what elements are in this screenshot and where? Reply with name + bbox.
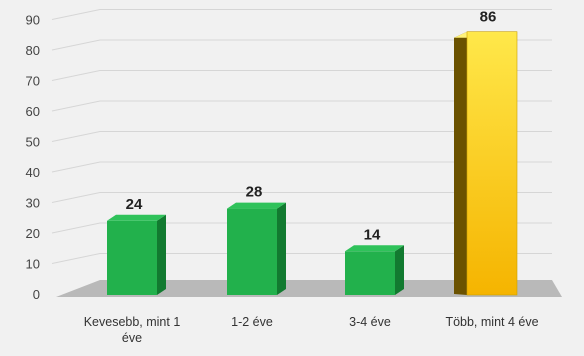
gridline xyxy=(51,192,552,203)
x-tick-label: Kevesebb, mint 1 éve xyxy=(84,315,181,345)
data-label: 14 xyxy=(364,226,381,243)
data-labels: 24 28 14 86 xyxy=(126,9,497,244)
x-tick-label-line: Több, mint 4 éve xyxy=(445,315,538,329)
x-tick-label: 1-2 éve xyxy=(231,315,273,329)
bar-front xyxy=(345,251,395,295)
y-tick-label: 0 xyxy=(33,287,40,302)
y-tick-label: 80 xyxy=(26,43,40,58)
x-axis: Kevesebb, mint 1 éve 1-2 éve 3-4 éve Több, m… xyxy=(84,315,539,345)
y-axis: 0 10 20 30 40 50 60 70 80 90 xyxy=(26,13,40,303)
x-tick-label-line: 1-2 éve xyxy=(231,315,273,329)
bar-top xyxy=(345,245,404,252)
bar-top xyxy=(107,214,166,221)
gridline xyxy=(51,70,552,81)
y-tick-label: 90 xyxy=(26,13,40,28)
y-tick-label: 30 xyxy=(26,196,40,211)
bar-side xyxy=(277,202,286,295)
grid-layer xyxy=(51,9,552,264)
data-label: 86 xyxy=(480,9,497,26)
gridline xyxy=(51,100,552,112)
bar-2 xyxy=(227,202,286,295)
bar-4 xyxy=(454,31,518,296)
y-tick-label: 50 xyxy=(26,135,40,150)
x-tick-label-line: éve xyxy=(122,331,142,345)
bar-front xyxy=(107,220,157,295)
y-tick-label: 20 xyxy=(26,226,40,241)
gridline xyxy=(51,131,552,142)
bar-front xyxy=(227,208,277,295)
data-label: 28 xyxy=(246,184,263,201)
gridline xyxy=(51,222,552,234)
x-tick-label: Több, mint 4 éve xyxy=(445,315,538,329)
bar-side xyxy=(454,31,467,295)
bar-1 xyxy=(107,214,166,295)
gridline xyxy=(51,9,552,20)
gridline xyxy=(51,161,552,173)
bars xyxy=(107,31,518,296)
gridline xyxy=(51,39,552,51)
chart-floor xyxy=(56,280,562,297)
bar-3 xyxy=(345,245,404,295)
data-label: 24 xyxy=(126,196,143,213)
bar-side xyxy=(157,214,166,295)
x-tick-label-line: 3-4 éve xyxy=(349,315,391,329)
x-tick-label-line: Kevesebb, mint 1 xyxy=(84,315,181,329)
x-tick-label: 3-4 éve xyxy=(349,315,391,329)
floor-plane xyxy=(56,280,562,297)
y-tick-label: 10 xyxy=(26,257,40,272)
bar-top xyxy=(227,202,286,209)
bar-front xyxy=(466,31,518,296)
y-tick-label: 70 xyxy=(26,74,40,89)
bar-side xyxy=(395,245,404,295)
y-tick-label: 60 xyxy=(26,104,40,119)
y-tick-label: 40 xyxy=(26,165,40,180)
